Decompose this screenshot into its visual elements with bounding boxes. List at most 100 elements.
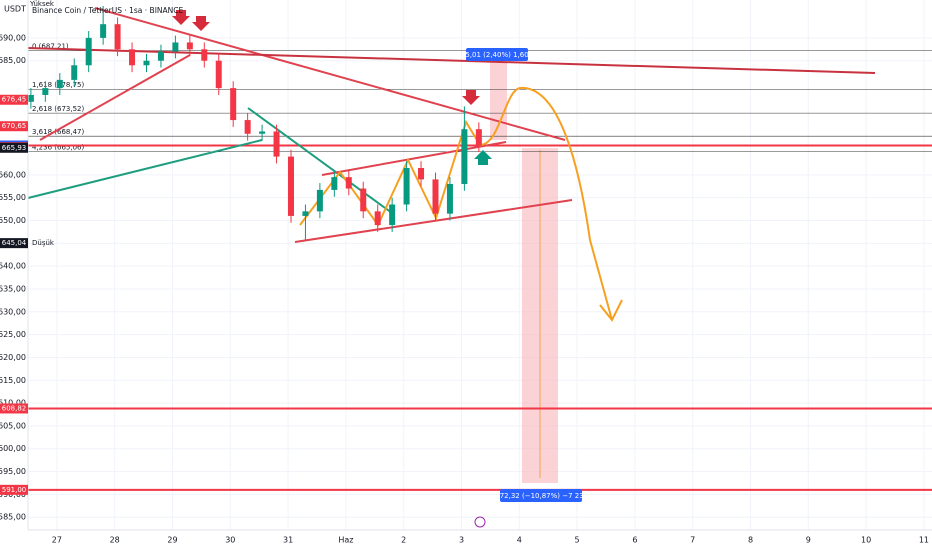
x-tick-label: 7 bbox=[690, 536, 695, 545]
x-tick-label: 11 bbox=[919, 536, 929, 545]
price-badge-label: 591,00 bbox=[2, 486, 27, 494]
candle-body bbox=[345, 177, 352, 189]
candle-body bbox=[114, 24, 121, 50]
x-tick-label: Haz bbox=[338, 536, 353, 545]
event-icon[interactable] bbox=[474, 516, 486, 528]
y-tick-label: 610,00 bbox=[0, 399, 26, 408]
x-tick-label: 29 bbox=[167, 536, 177, 545]
down-arrow bbox=[192, 16, 210, 31]
price-badge bbox=[0, 484, 28, 495]
y-tick-label: 690,00 bbox=[0, 33, 26, 42]
candle-body bbox=[230, 88, 237, 121]
measure-label: 15,01 (2,40%) 1,601 bbox=[461, 51, 533, 59]
grid bbox=[28, 0, 932, 530]
x-tick-label: 3 bbox=[459, 536, 464, 545]
x-tick-label: 5 bbox=[575, 536, 580, 545]
candle-body bbox=[100, 24, 107, 38]
x-tick-label: 30 bbox=[225, 536, 235, 545]
candle-body bbox=[389, 204, 396, 226]
candle-body bbox=[418, 167, 425, 180]
x-tick-label: 28 bbox=[110, 536, 120, 545]
price-badge bbox=[0, 142, 28, 153]
price-badge-label: 608,82 bbox=[2, 404, 27, 412]
candle-body bbox=[316, 189, 323, 212]
price-badge bbox=[0, 94, 28, 105]
x-tick-label: 31 bbox=[283, 536, 293, 545]
axis: 585,00590,00595,00600,00605,00610,00615,… bbox=[0, 33, 929, 545]
price-badge-label: 645,04 bbox=[2, 239, 27, 247]
candle-body bbox=[287, 156, 294, 216]
candle-body bbox=[56, 79, 63, 89]
down-arrow bbox=[462, 90, 480, 105]
y-axis-panel bbox=[0, 0, 28, 550]
candle-body bbox=[143, 60, 150, 66]
fib-label: 2,618 (673,52) bbox=[32, 105, 84, 113]
candle-body bbox=[259, 131, 266, 134]
x-tick-label: 10 bbox=[861, 536, 871, 545]
fib-label: 3,618 (668,47) bbox=[32, 128, 84, 136]
y-tick-label: 625,00 bbox=[0, 330, 26, 339]
candles bbox=[27, 5, 482, 242]
trend-line bbox=[39, 54, 191, 141]
y-tick-label: 605,00 bbox=[0, 421, 26, 430]
candle-body bbox=[273, 131, 280, 157]
price-badge-label: 665,93 bbox=[2, 144, 27, 152]
price-badge bbox=[0, 121, 28, 132]
currency: USDT bbox=[4, 5, 26, 14]
fib-label: 0 (687,21) bbox=[32, 43, 69, 51]
candle-body bbox=[215, 60, 222, 89]
candle-body bbox=[403, 167, 410, 205]
candle-body bbox=[302, 211, 309, 216]
down-arrow bbox=[172, 10, 190, 25]
price-badge bbox=[0, 403, 28, 414]
x-tick-label: 9 bbox=[806, 536, 811, 545]
x-tick-label: 2 bbox=[401, 536, 406, 545]
y-tick-label: 585,00 bbox=[0, 513, 26, 522]
price-badge-label: 676,45 bbox=[2, 96, 27, 104]
price-tag: Düşük bbox=[32, 239, 55, 247]
candle-body bbox=[461, 129, 468, 184]
y-tick-label: 600,00 bbox=[0, 444, 26, 453]
trend-line bbox=[247, 107, 393, 214]
trend-line bbox=[94, 7, 566, 141]
candle-body bbox=[157, 51, 164, 61]
candle-body bbox=[27, 94, 34, 102]
candle-body bbox=[42, 88, 49, 95]
candle-body bbox=[374, 211, 381, 226]
price-badge bbox=[0, 238, 28, 249]
y-tick-label: 685,00 bbox=[0, 56, 26, 65]
y-tick-label: 620,00 bbox=[0, 353, 26, 362]
x-tick-label: 6 bbox=[632, 536, 637, 545]
candle-body bbox=[201, 49, 208, 61]
price-badge-label: 670,65 bbox=[2, 122, 27, 130]
high-label: Yüksek bbox=[29, 0, 55, 8]
candle-body bbox=[475, 129, 482, 146]
y-tick-label: 650,00 bbox=[0, 216, 26, 225]
channel-line bbox=[294, 199, 573, 243]
x-tick-label: 4 bbox=[517, 536, 522, 545]
candle-body bbox=[85, 37, 92, 66]
candle-body bbox=[129, 49, 136, 66]
drawings bbox=[27, 7, 876, 322]
measure-box bbox=[500, 489, 582, 502]
candle-body bbox=[71, 65, 78, 80]
x-tick-label: 27 bbox=[52, 536, 62, 545]
y-tick-label: 655,00 bbox=[0, 193, 26, 202]
trend-line bbox=[27, 47, 876, 74]
y-tick-label: 615,00 bbox=[0, 376, 26, 385]
y-tick-label: 640,00 bbox=[0, 262, 26, 271]
candle-body bbox=[432, 179, 439, 214]
measure-zone bbox=[490, 62, 507, 140]
y-tick-label: 630,00 bbox=[0, 307, 26, 316]
chart-title: Binance Coin / TetherUS · 1sa · BINANCE bbox=[32, 6, 183, 15]
candle-body bbox=[186, 42, 193, 50]
y-tick-label: 595,00 bbox=[0, 467, 26, 476]
candle-body bbox=[360, 188, 367, 212]
y-tick-label: 635,00 bbox=[0, 284, 26, 293]
y-tick-label: 660,00 bbox=[0, 170, 26, 179]
channel-line bbox=[321, 141, 507, 176]
candle-body bbox=[446, 183, 453, 214]
measure-label: −72,32 (−10,87%) −7 232 bbox=[494, 492, 588, 500]
candle-body bbox=[172, 42, 179, 52]
